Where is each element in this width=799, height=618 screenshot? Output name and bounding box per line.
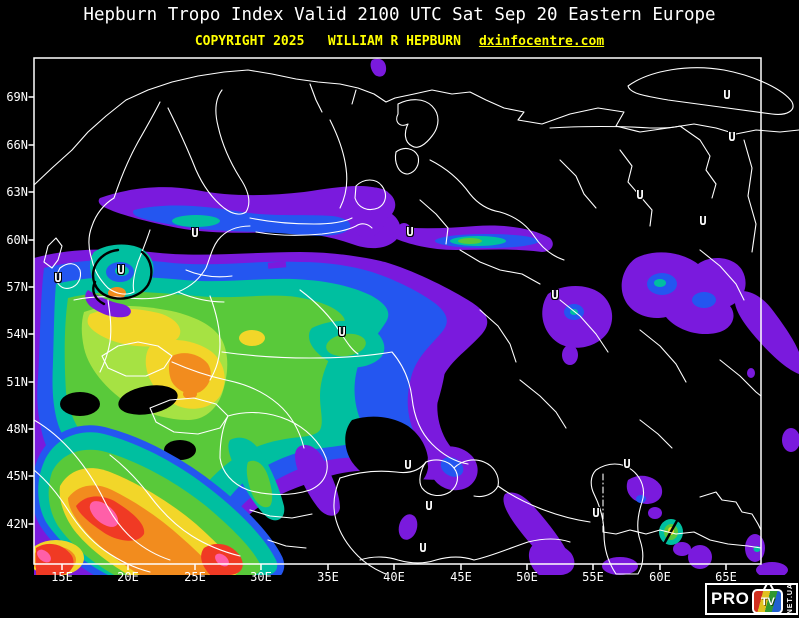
logo-pro-text: PRO xyxy=(711,589,750,608)
lat-label: 45N xyxy=(6,469,28,483)
lat-label: 54N xyxy=(6,327,28,341)
lon-label: 20E xyxy=(117,570,139,584)
lon-label: 30E xyxy=(250,570,272,584)
lat-label: 63N xyxy=(6,185,28,199)
lon-label: 40E xyxy=(383,570,405,584)
lat-label: 69N xyxy=(6,90,28,104)
lat-label: 51N xyxy=(6,375,28,389)
lat-label: 48N xyxy=(6,422,28,436)
logo-tv-text: TV xyxy=(760,595,775,608)
lon-label: 35E xyxy=(317,570,339,584)
tv-icon: TV xyxy=(752,589,784,614)
lon-label: 60E xyxy=(649,570,671,584)
lat-label: 57N xyxy=(6,280,28,294)
logo-net-text: NET.UA xyxy=(787,583,795,615)
copyright-line: COPYRIGHT 2025 WILLIAM R HEPBURN dxinfoce… xyxy=(0,34,799,49)
lon-label: 55E xyxy=(582,570,604,584)
lon-label: 50E xyxy=(516,570,538,584)
tropo-field-layer xyxy=(34,58,799,575)
eddy-contour xyxy=(91,248,153,306)
geography-layer xyxy=(34,67,799,575)
lon-label: 15E xyxy=(51,570,73,584)
copyright-text: COPYRIGHT 2025 WILLIAM R HEPBURN xyxy=(194,34,461,49)
lon-label: 65E xyxy=(715,570,737,584)
lat-label: 60N xyxy=(6,233,28,247)
website-link[interactable]: dxinfocentre.com xyxy=(478,34,605,49)
lat-label: 42N xyxy=(6,517,28,531)
lat-label: 66N xyxy=(6,138,28,152)
map-canvas xyxy=(28,57,799,575)
map-title: Hepburn Tropo Index Valid 2100 UTC Sat S… xyxy=(83,5,716,25)
lon-label: 25E xyxy=(184,570,206,584)
lon-label: 45E xyxy=(450,570,472,584)
map-frame xyxy=(28,57,762,570)
protv-logo: PRO TV NET.UA xyxy=(705,583,799,615)
